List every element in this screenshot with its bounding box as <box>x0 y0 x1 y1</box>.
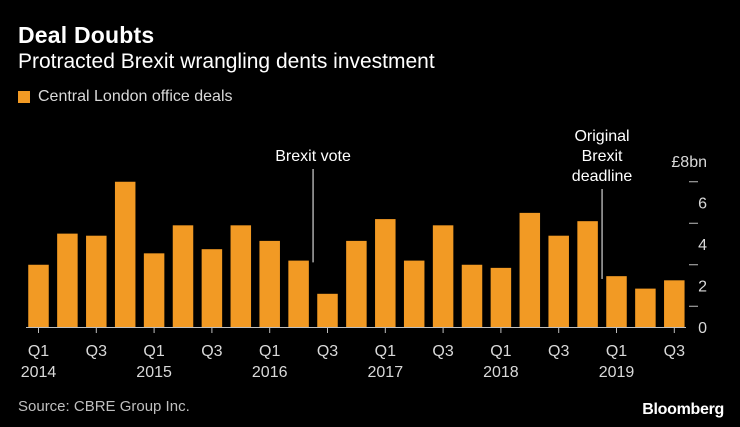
x-axis-year-label: 2018 <box>483 364 519 381</box>
y-axis-tick-label: 6 <box>698 196 707 213</box>
legend-label: Central London office deals <box>38 88 233 105</box>
bar <box>259 240 280 327</box>
bar <box>57 233 78 327</box>
annotation-text: Brexit vote <box>275 148 351 165</box>
x-axis-quarter-label: Q3 <box>317 343 338 360</box>
bar <box>201 249 223 327</box>
annotation-text: Original <box>574 128 629 145</box>
bar <box>86 235 107 327</box>
x-axis-quarter-label: Q3 <box>664 343 685 360</box>
bar <box>548 235 569 327</box>
bar <box>317 293 338 327</box>
bar <box>288 260 309 327</box>
y-axis-tick-label: 0 <box>698 320 707 337</box>
x-axis-quarter-label: Q1 <box>28 343 49 360</box>
x-axis-quarter-label: Q3 <box>432 343 453 360</box>
chart-title: Deal Doubts <box>18 22 155 48</box>
bloomberg-logo: Bloomberg <box>642 401 724 418</box>
bar <box>606 276 627 327</box>
bar <box>375 219 396 327</box>
x-axis-quarter-label: Q1 <box>259 343 280 360</box>
bar <box>490 267 512 327</box>
bar <box>461 264 483 327</box>
x-axis-quarter-label: Q1 <box>375 343 396 360</box>
x-axis-quarter-label: Q1 <box>143 343 164 360</box>
bar <box>519 212 541 327</box>
x-axis-year-label: 2015 <box>136 364 172 381</box>
bar <box>346 240 367 327</box>
bar <box>403 260 425 327</box>
legend: Central London office deals <box>18 88 233 106</box>
x-axis-quarter-label: Q1 <box>606 343 627 360</box>
y-axis-tick-label: 2 <box>698 279 707 296</box>
bar <box>635 288 656 327</box>
x-axis-year-label: 2019 <box>599 364 635 381</box>
x-axis-quarter-label: Q3 <box>201 343 222 360</box>
x-axis-year-label: 2014 <box>21 364 57 381</box>
y-axis-tick-label: £8bn <box>671 154 707 171</box>
bar <box>114 181 136 327</box>
bar <box>143 253 165 327</box>
bar <box>577 221 598 327</box>
bar <box>172 225 194 327</box>
x-axis-quarter-label: Q3 <box>548 343 569 360</box>
source-note: Source: CBRE Group Inc. <box>18 398 190 415</box>
x-axis-quarter-label: Q1 <box>490 343 511 360</box>
bar <box>664 280 685 327</box>
annotation-text: Brexit <box>582 148 623 165</box>
x-axis-quarter-label: Q3 <box>86 343 107 360</box>
chart-subtitle: Protracted Brexit wrangling dents invest… <box>18 50 435 73</box>
bar <box>432 225 454 327</box>
bar <box>28 264 49 327</box>
legend-swatch <box>18 91 30 103</box>
x-axis-year-label: 2017 <box>368 364 404 381</box>
annotation-text: deadline <box>572 168 633 185</box>
bar <box>230 225 252 327</box>
y-axis-tick-label: 4 <box>698 237 707 254</box>
x-axis-year-label: 2016 <box>252 364 288 381</box>
